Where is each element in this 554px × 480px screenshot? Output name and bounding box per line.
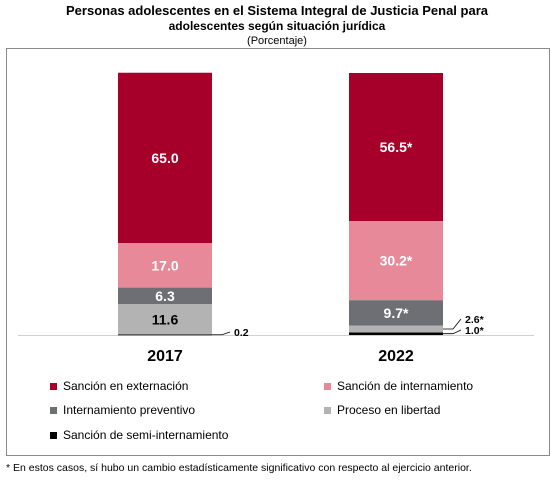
data-label: 30.2*	[380, 253, 413, 269]
legend-item-internamiento: Sanción de internamiento	[324, 379, 473, 393]
chart-title-line1: Personas adolescentes en el Sistema Inte…	[66, 3, 488, 18]
bar-segment	[349, 73, 443, 222]
legend-swatch	[50, 382, 57, 390]
bar-segment	[349, 221, 443, 301]
bar-segment	[118, 72, 212, 244]
bar-segment	[349, 332, 443, 335]
legend-label: Sanción de internamiento	[337, 379, 474, 393]
legend-item-semi: Sanción de semi-internamiento	[50, 428, 228, 442]
category-label: 2022	[378, 348, 414, 365]
bar-segment	[118, 287, 212, 305]
data-label: 65.0	[151, 150, 178, 166]
data-label: 2.6*	[465, 314, 485, 326]
data-label: 56.5*	[380, 139, 413, 155]
data-label: 1.0*	[465, 325, 485, 337]
data-label: 0.2	[234, 327, 249, 339]
bar-segment	[349, 325, 443, 333]
chart-title-line2: adolescentes según situación jurídica	[168, 19, 386, 33]
data-label: 6.3	[155, 288, 175, 304]
legend-item-preventivo: Internamiento preventivo	[50, 403, 195, 417]
data-label: 17.0	[151, 257, 178, 273]
footnote: * En estos casos, sí hubo un cambio esta…	[6, 462, 472, 474]
data-label: 11.6	[152, 311, 179, 327]
chart-frame	[6, 48, 550, 456]
bar-segment	[118, 334, 212, 336]
stacked-bar-chart: 0.2 11.6 6.3 17.0 65.0 2017 1.0*2.6* 9.7* 30.2* 5…	[18, 72, 534, 365]
legend-item-externacion: Sanción en externación	[50, 379, 188, 393]
legend-label: Sanción en externación	[63, 379, 189, 393]
legend-swatch	[324, 406, 331, 414]
bar-segment	[118, 304, 212, 335]
leader-line	[443, 318, 462, 330]
legend-swatch	[324, 382, 331, 390]
legend-label: Proceso en libertad	[337, 403, 441, 417]
data-label: 9.7*	[384, 305, 409, 321]
bar-segment	[349, 300, 443, 326]
legend-label: Sanción de semi-internamiento	[63, 428, 229, 442]
legend-swatch	[50, 406, 57, 414]
category-label: 2017	[147, 348, 183, 365]
leader-line	[212, 331, 231, 336]
leader-line	[443, 329, 462, 335]
chart-subtitle: (Porcentaje)	[247, 35, 307, 47]
bar-segment	[118, 243, 212, 288]
legend-item-libertad: Proceso en libertad	[324, 403, 440, 417]
legend-label: Internamiento preventivo	[63, 403, 196, 417]
legend-swatch	[50, 431, 57, 439]
